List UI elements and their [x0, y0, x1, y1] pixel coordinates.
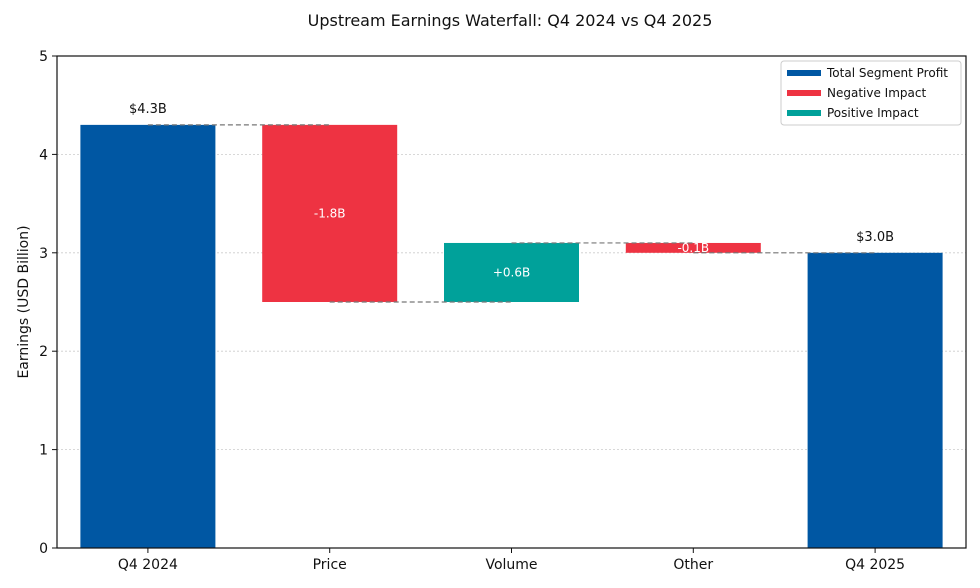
connectors [147, 124, 876, 303]
x-tick-label: Q4 2025 [845, 557, 905, 573]
x-tick-label: Q4 2024 [118, 557, 178, 573]
bar-value-label: -1.8B [314, 206, 346, 220]
legend-label: Positive Impact [827, 106, 919, 120]
y-tick-label: 2 [39, 344, 48, 360]
x-tick-label: Volume [485, 557, 537, 573]
y-tick-label: 3 [39, 246, 48, 262]
bar-value-label: +0.6B [493, 265, 530, 279]
x-tick-label: Other [673, 557, 713, 573]
x-tick-label: Price [313, 557, 347, 573]
y-tick-label: 5 [39, 49, 48, 65]
bar-total [80, 124, 216, 548]
legend-label: Total Segment Profit [826, 66, 948, 80]
value-labels: $4.3B -1.8B +0.6B -0.1B $3.0B [129, 102, 894, 280]
y-axis-label: Earnings (USD Billion) [16, 225, 32, 378]
y-axis: 0 1 2 3 4 5 [39, 49, 57, 557]
bar-positive [444, 242, 579, 302]
bar-total [807, 252, 943, 549]
bar-value-label: -0.1B [677, 241, 709, 255]
bar-negative [625, 242, 761, 253]
x-axis: Q4 2024 Price Volume Other Q4 2025 [118, 548, 905, 573]
y-tick-label: 4 [39, 147, 48, 163]
bar-negative [262, 124, 398, 302]
bars [80, 124, 943, 549]
y-tick-label: 1 [39, 443, 48, 459]
legend-box [780, 60, 962, 126]
legend-swatch-total [787, 70, 821, 76]
legend-swatch-negative [787, 90, 821, 96]
y-tick-label: 0 [39, 541, 48, 557]
legend-swatch-positive [787, 110, 821, 116]
bar-value-label: $3.0B [856, 230, 894, 245]
legend: Total Segment Profit Negative Impact Posit… [780, 60, 962, 126]
legend-label: Negative Impact [827, 86, 926, 100]
bar-value-label: $4.3B [129, 102, 167, 117]
chart-title: Upstream Earnings Waterfall: Q4 2024 vs … [308, 11, 713, 30]
